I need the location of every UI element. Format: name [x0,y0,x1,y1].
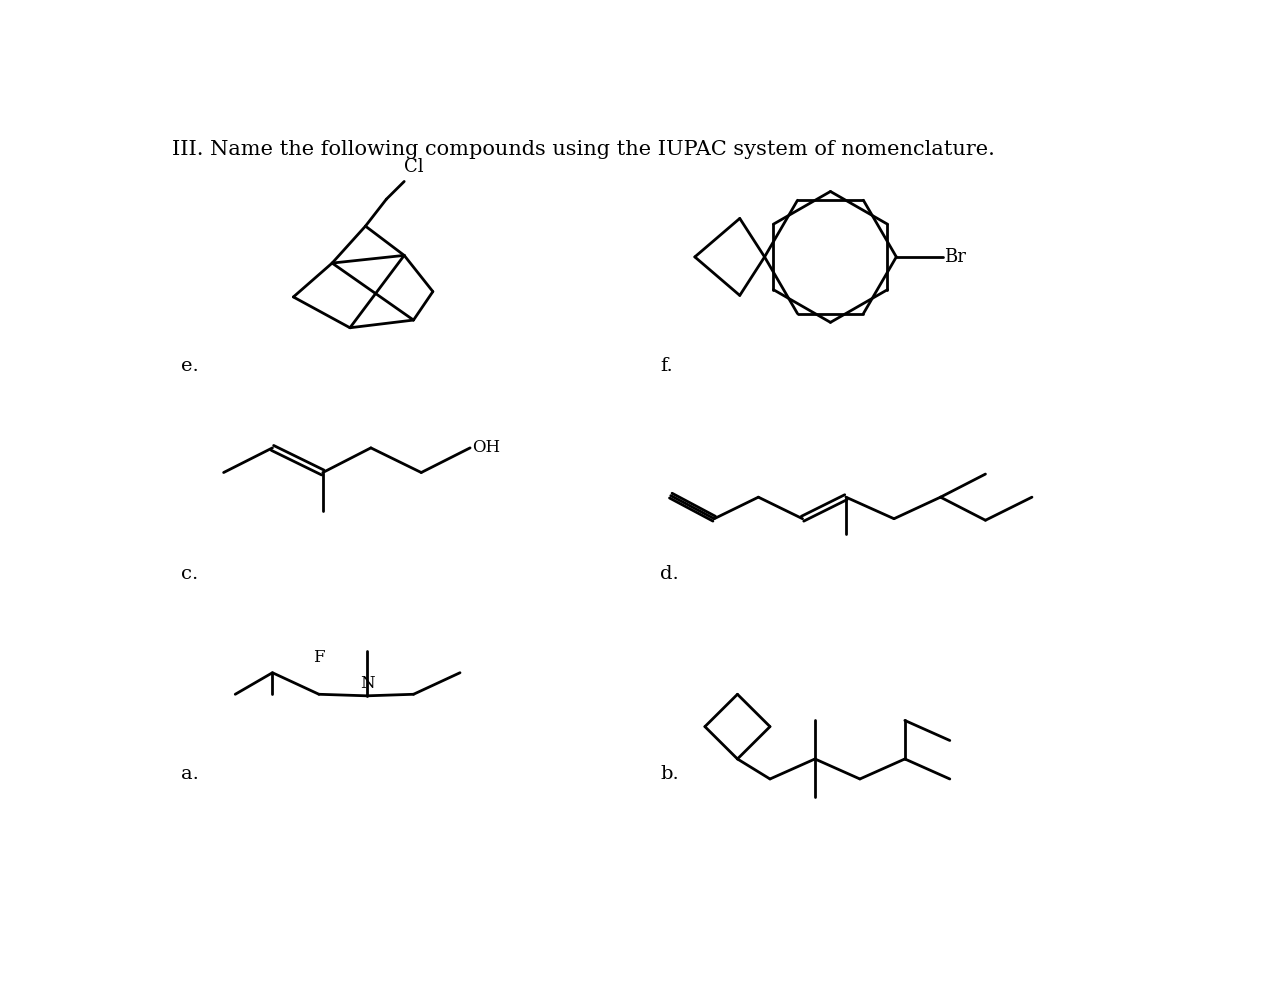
Text: Cl: Cl [404,158,424,176]
Text: N: N [360,675,375,692]
Text: e.: e. [180,357,198,375]
Text: F: F [313,649,324,666]
Text: d.: d. [660,565,679,583]
Text: f.: f. [660,357,673,375]
Text: c.: c. [180,565,198,583]
Text: Br: Br [944,247,967,266]
Text: III. Name the following compounds using the IUPAC system of nomenclature.: III. Name the following compounds using … [172,140,994,159]
Text: b.: b. [660,765,679,783]
Text: a.: a. [180,765,199,783]
Text: OH: OH [472,440,501,457]
